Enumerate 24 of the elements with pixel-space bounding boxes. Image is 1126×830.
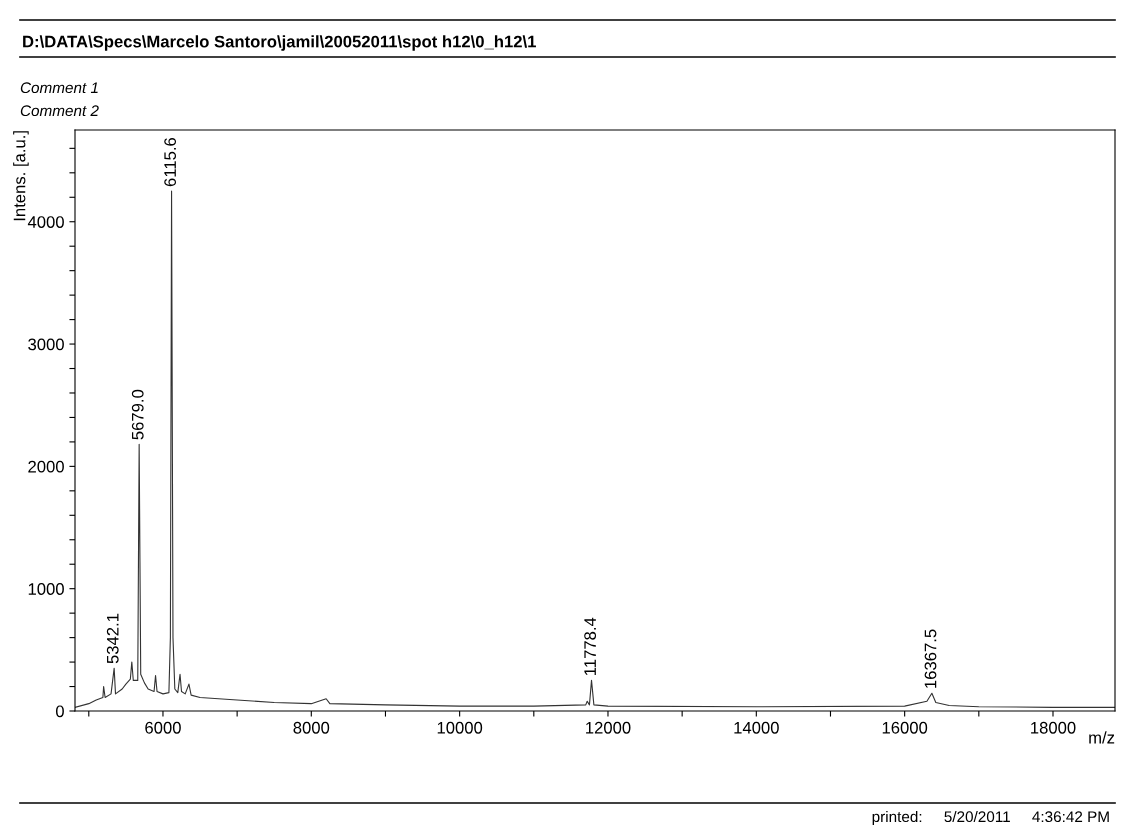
- y-axis-title: Intens. [a.u.]: [13, 131, 29, 221]
- annotation: 16367.5: [924, 629, 937, 688]
- y-tick-label: 2000: [28, 460, 64, 473]
- text: Comment 1: [20, 82, 98, 94]
- text: Comment 2: [20, 105, 99, 117]
- line-series: [75, 190, 1115, 708]
- annotation: 11778.4: [584, 617, 597, 675]
- annotation: 5679.0: [131, 389, 144, 440]
- text: printed: 5/20/2011 4:36:42 PM: [872, 810, 1109, 826]
- annotation: 6115.6: [164, 137, 177, 187]
- y-tick-label: 3000: [28, 338, 64, 351]
- x-tick-label: 18000: [1031, 721, 1076, 734]
- y-tick-label: 1000: [28, 583, 64, 595]
- x-tick-label: 12000: [586, 721, 631, 734]
- chart-title: D:\DATA\Specs\Marcelo Santoro\jamil\20052011\spot h12\0_h12\1: [23, 35, 536, 51]
- annotation: 5342.1: [106, 613, 119, 664]
- y-tick-label: 0: [55, 705, 64, 718]
- x-axis-title: m/z: [1089, 731, 1115, 744]
- x-tick-label: 10000: [437, 721, 483, 734]
- x-tick-label: 16000: [882, 721, 928, 734]
- x-tick-label: 8000: [293, 721, 330, 734]
- x-tick-label: 6000: [145, 721, 181, 734]
- y-tick-label: 4000: [27, 216, 64, 228]
- x-tick-label: 14000: [734, 721, 779, 734]
